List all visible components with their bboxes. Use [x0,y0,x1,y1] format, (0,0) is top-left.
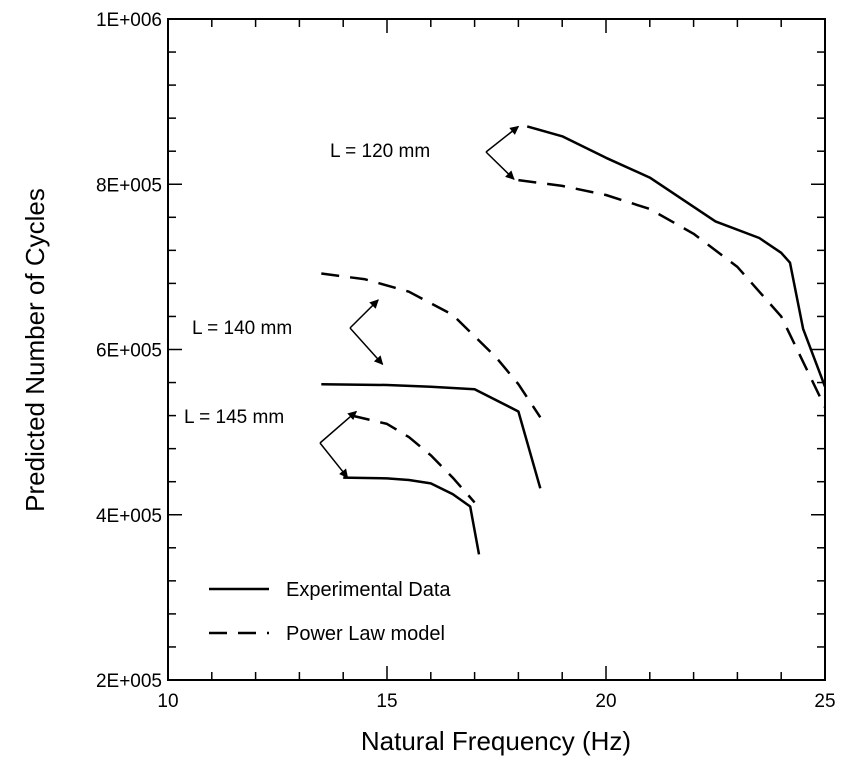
y-tick-label: 1E+006 [96,10,162,31]
x-tick-label: 20 [595,691,616,712]
y-axis-title: Predicted Number of Cycles [20,188,50,512]
annotation-arrow-145-mm [319,410,358,444]
annotation-label-145-mm: L = 145 mm [184,407,284,428]
x-axis-title: Natural Frequency (Hz) [361,726,631,756]
x-tick-label: 10 [157,691,178,712]
legend: Experimental Data Power Law model [209,579,451,645]
series-145-mm-experimental [343,476,481,555]
y-tick-label: 4E+005 [96,506,162,527]
series-120-mm-power-law [518,178,827,408]
legend-label-experimental: Experimental Data [286,579,451,601]
series-layer [321,125,827,555]
annotation-arrow-145-mm [319,442,349,479]
axis-ticks [167,18,826,681]
tick-labels: 10 15 20 25 2E+005 4E+005 6E+005 8E+005 1E+006 [96,10,836,712]
series-120-mm-experimental [526,125,827,388]
annotation-arrow-140-mm [349,327,384,366]
series-140-mm-experimental [321,382,542,489]
x-tick-label: 15 [376,691,397,712]
annotation-label-120-mm: L = 120 mm [330,141,430,162]
annotation-arrow-120-mm [485,125,520,153]
legend-label-power-law: Power Law model [286,623,445,645]
annotation-layer: L = 120 mm L = 140 mm L = 145 mm [184,125,520,479]
series-140-mm-power-law [321,272,542,418]
annotation-arrow-120-mm [485,151,515,180]
y-tick-label: 6E+005 [96,341,162,362]
annotation-arrow-140-mm [349,299,379,329]
series-145-mm-power-law [351,414,476,504]
y-tick-label: 2E+005 [96,671,162,692]
x-tick-label: 25 [814,691,835,712]
y-tick-label: 8E+005 [96,175,162,196]
plot-frame [167,18,826,681]
annotation-label-140-mm: L = 140 mm [192,318,292,339]
